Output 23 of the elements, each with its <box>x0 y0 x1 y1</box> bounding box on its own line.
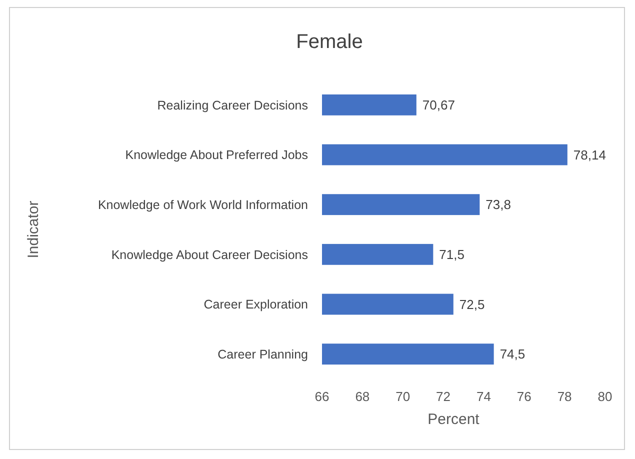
data-label: 73,8 <box>486 197 511 212</box>
x-tick-label: 72 <box>436 389 451 404</box>
y-tick-label: Knowledge About Preferred Jobs <box>125 148 308 162</box>
x-tick-label: 70 <box>396 389 410 404</box>
data-label: 70,67 <box>422 97 455 112</box>
data-label: 78,14 <box>573 147 606 162</box>
y-tick-label: Knowledge About Career Decisions <box>111 248 308 262</box>
x-tick-label: 76 <box>516 389 532 404</box>
data-label: 72,5 <box>459 296 485 312</box>
data-label: 74,5 <box>500 346 526 362</box>
x-tick-label: 80 <box>598 389 612 404</box>
y-axis-title: Indicator <box>25 200 42 258</box>
data-label: 71,5 <box>439 246 464 262</box>
y-tick-label: Career Planning <box>218 347 308 362</box>
x-tick-label: 68 <box>355 389 370 404</box>
x-axis-title: Percent <box>428 411 480 428</box>
x-tick-label: 66 <box>314 389 330 404</box>
x-tick-label: 74 <box>476 389 491 404</box>
y-tick-label: Realizing Career Decisions <box>157 98 308 112</box>
chart-title: Female <box>296 31 363 53</box>
x-tick-label: 78 <box>557 389 572 404</box>
y-tick-label: Career Exploration <box>204 298 308 312</box>
y-tick-label: Knowledge of Work World Information <box>98 198 308 212</box>
